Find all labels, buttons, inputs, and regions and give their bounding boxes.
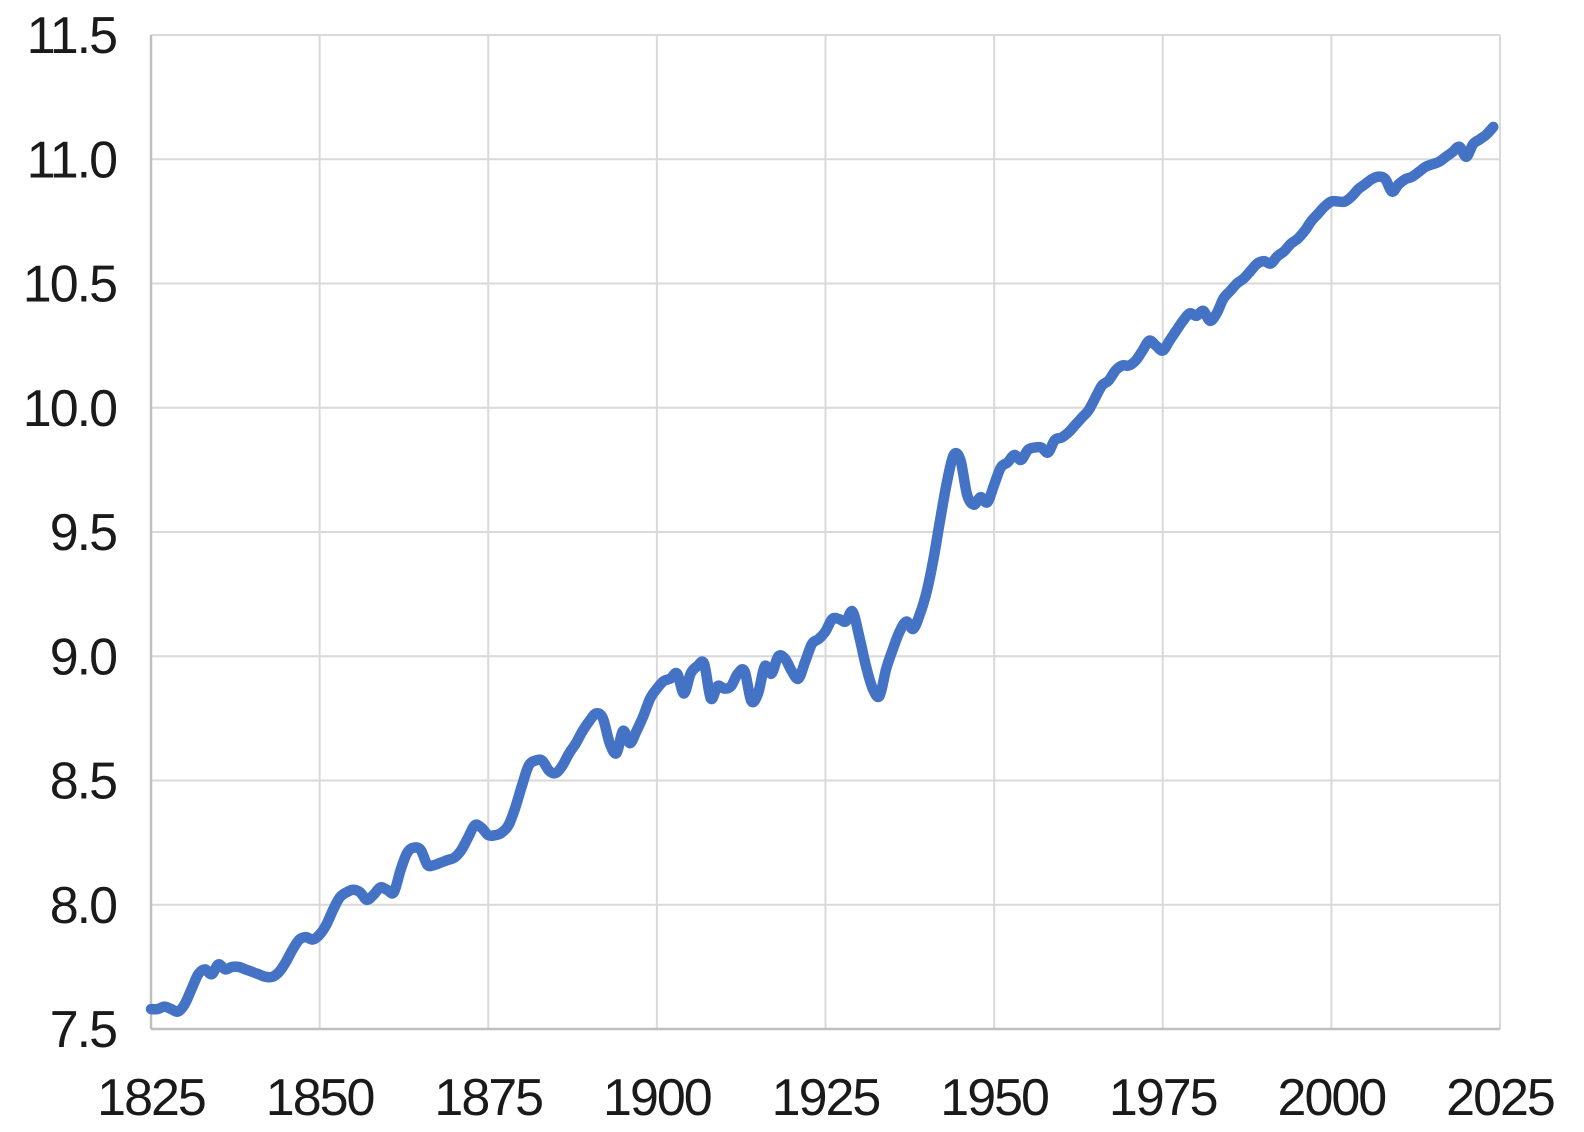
y-axis-tick-labels: 7.5 8.0 8.5 9.0 9.5 10.0 10.5 11.0 11.5: [23, 7, 118, 1059]
data-series-line: [145, 121, 1499, 1017]
y-tick-label: 9.5: [50, 504, 116, 562]
y-tick-label: 10.5: [23, 256, 116, 314]
x-tick-label: 1925: [772, 1069, 880, 1127]
y-tick-label: 8.5: [50, 753, 116, 811]
y-tick-label: 11.5: [27, 7, 116, 65]
y-tick-label: 8.0: [50, 877, 116, 935]
gridlines: [150, 34, 1501, 1030]
x-tick-label: 2000: [1278, 1069, 1386, 1127]
x-tick-label: 1900: [603, 1069, 711, 1127]
y-tick-label: 10.0: [23, 380, 116, 438]
x-tick-label: 2025: [1446, 1069, 1554, 1127]
x-tick-label: 1875: [434, 1069, 542, 1127]
y-tick-label: 9.0: [50, 628, 116, 686]
y-tick-label: 7.5: [50, 1001, 116, 1059]
x-tick-label: 1850: [266, 1069, 374, 1127]
x-tick-label: 1950: [940, 1069, 1048, 1127]
x-axis-tick-labels: 1825 1850 1875 1900 1925 1950 1975 2000 2025: [97, 1069, 1556, 1127]
y-tick-label: 11.0: [27, 131, 116, 189]
axis-lines: [149, 35, 1500, 1031]
x-tick-label: 1825: [97, 1069, 205, 1127]
x-tick-label: 1975: [1109, 1069, 1217, 1127]
